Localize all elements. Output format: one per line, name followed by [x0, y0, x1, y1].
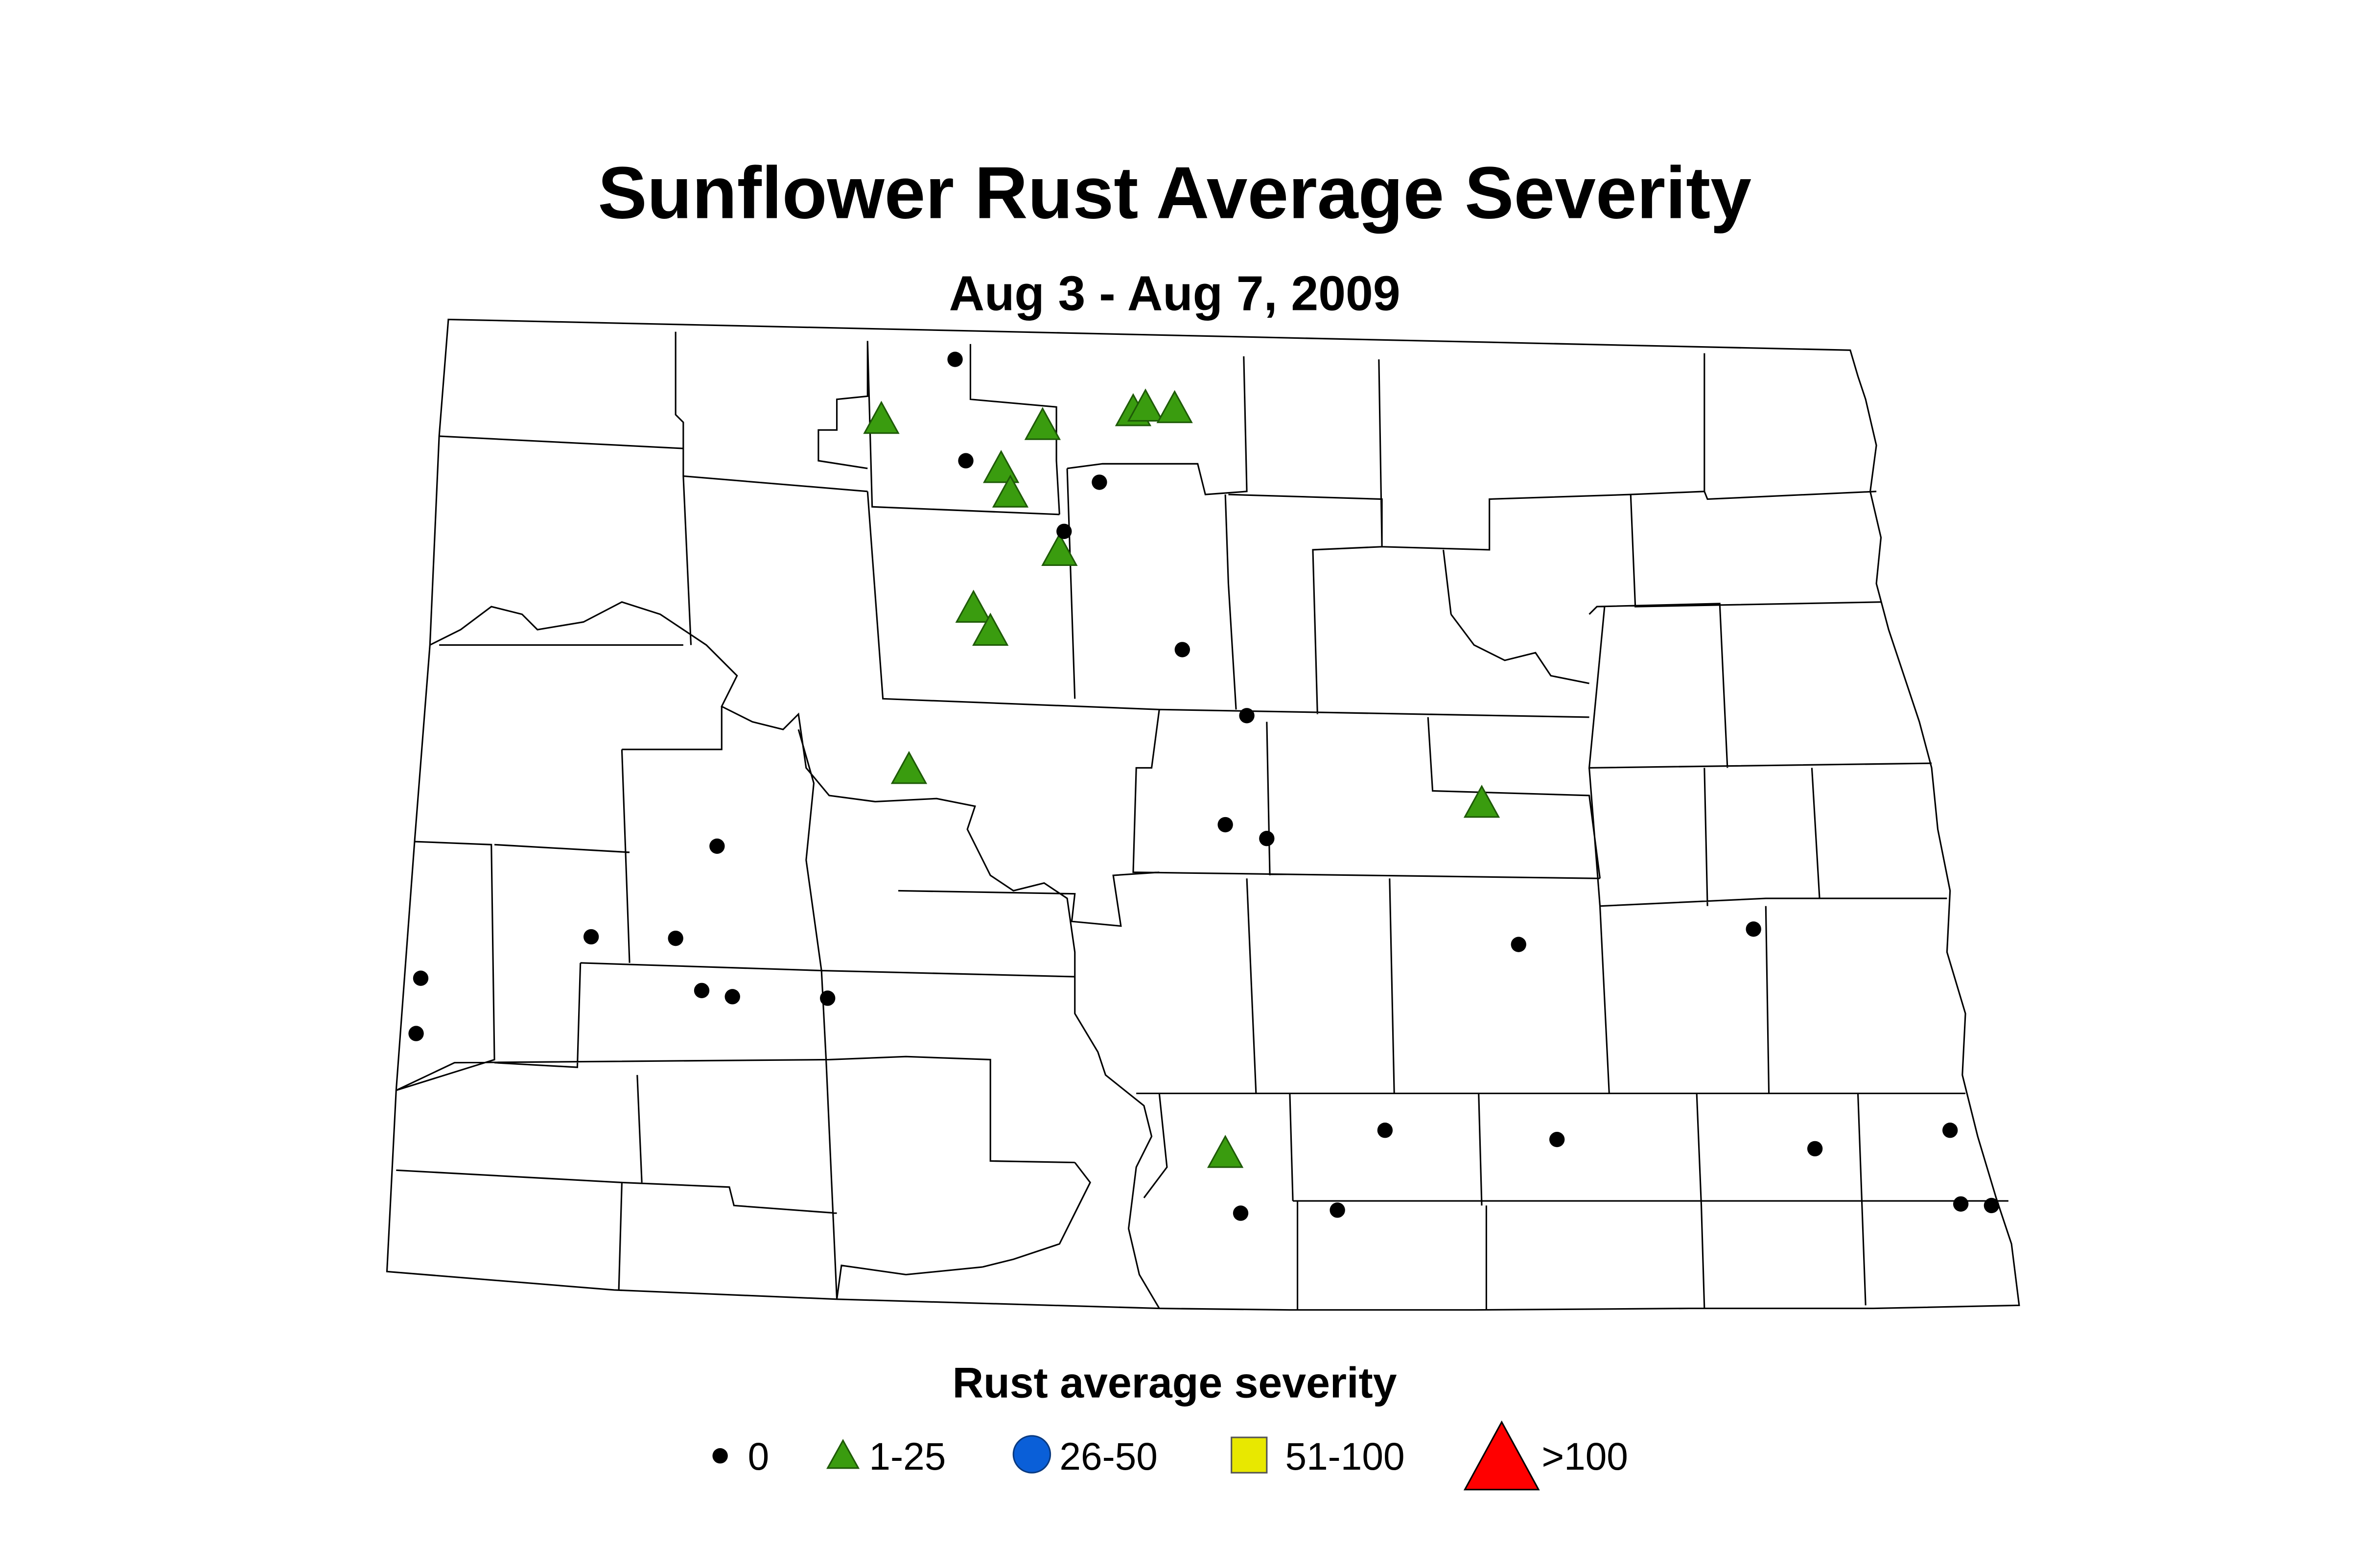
- site-marker: [1463, 784, 1500, 818]
- county-lines: [396, 331, 2008, 1310]
- state-map: [386, 318, 2020, 1311]
- site-marker: [958, 453, 974, 469]
- site-marker: [1983, 1197, 2000, 1214]
- site-marker: [1217, 817, 1233, 833]
- site-marker: [955, 589, 992, 623]
- site-marker: [820, 990, 836, 1006]
- site-marker: [972, 612, 1009, 646]
- legend-label: >100: [1541, 1435, 1628, 1478]
- site-marker: [1330, 1202, 1345, 1218]
- legend-symbol: [1231, 1436, 1268, 1474]
- site-marker: [1207, 1135, 1244, 1168]
- site-marker: [1377, 1123, 1393, 1138]
- site-marker: [1233, 1205, 1249, 1221]
- legend-label: 51-100: [1285, 1435, 1404, 1478]
- site-marker: [1259, 831, 1275, 846]
- site-marker: [583, 929, 599, 945]
- site-marker: [1041, 533, 1078, 566]
- site-marker: [1549, 1131, 1565, 1148]
- legend-label: 0: [748, 1435, 770, 1478]
- site-marker: [694, 983, 710, 998]
- legend-title: Rust average severity: [953, 1359, 1397, 1407]
- legend: Rust average severity 0 1-25 26-50 51-10…: [712, 1359, 1628, 1491]
- site-marker: [1746, 921, 1761, 937]
- site-marker: [1127, 388, 1164, 422]
- legend-symbol: [1463, 1420, 1540, 1491]
- site-marker: [1807, 1141, 1823, 1157]
- site-marker: [890, 751, 928, 784]
- site-marker: [1511, 937, 1526, 952]
- site-marker: [947, 352, 963, 367]
- site-marker: [1174, 642, 1190, 657]
- legend-label: 1-25: [869, 1435, 946, 1478]
- legend-symbol: [826, 1439, 860, 1469]
- site-marker: [992, 474, 1029, 508]
- site-marker: [724, 989, 740, 1005]
- site-marker: [1156, 390, 1193, 423]
- legend-symbol: [712, 1448, 728, 1464]
- site-marker: [983, 450, 1020, 483]
- site-marker: [413, 970, 429, 986]
- site-marker: [863, 400, 900, 434]
- site-marker: [1239, 708, 1255, 724]
- site-marker: [1953, 1196, 1969, 1212]
- site-marker: [668, 930, 683, 946]
- site-marker: [1942, 1123, 1958, 1138]
- site-marker: [709, 838, 725, 854]
- site-marker: [1092, 474, 1107, 490]
- state-outline: [386, 318, 2020, 1311]
- legend-label: 26-50: [1059, 1435, 1158, 1478]
- site-marker: [1056, 523, 1072, 539]
- site-marker: [408, 1026, 424, 1041]
- observation-sites: [408, 352, 2000, 1221]
- site-marker: [1024, 407, 1061, 440]
- legend-symbol: [1012, 1435, 1051, 1474]
- subtitle: Aug 3 - Aug 7, 2009: [949, 266, 1400, 321]
- title: Sunflower Rust Average Severity: [598, 151, 1751, 234]
